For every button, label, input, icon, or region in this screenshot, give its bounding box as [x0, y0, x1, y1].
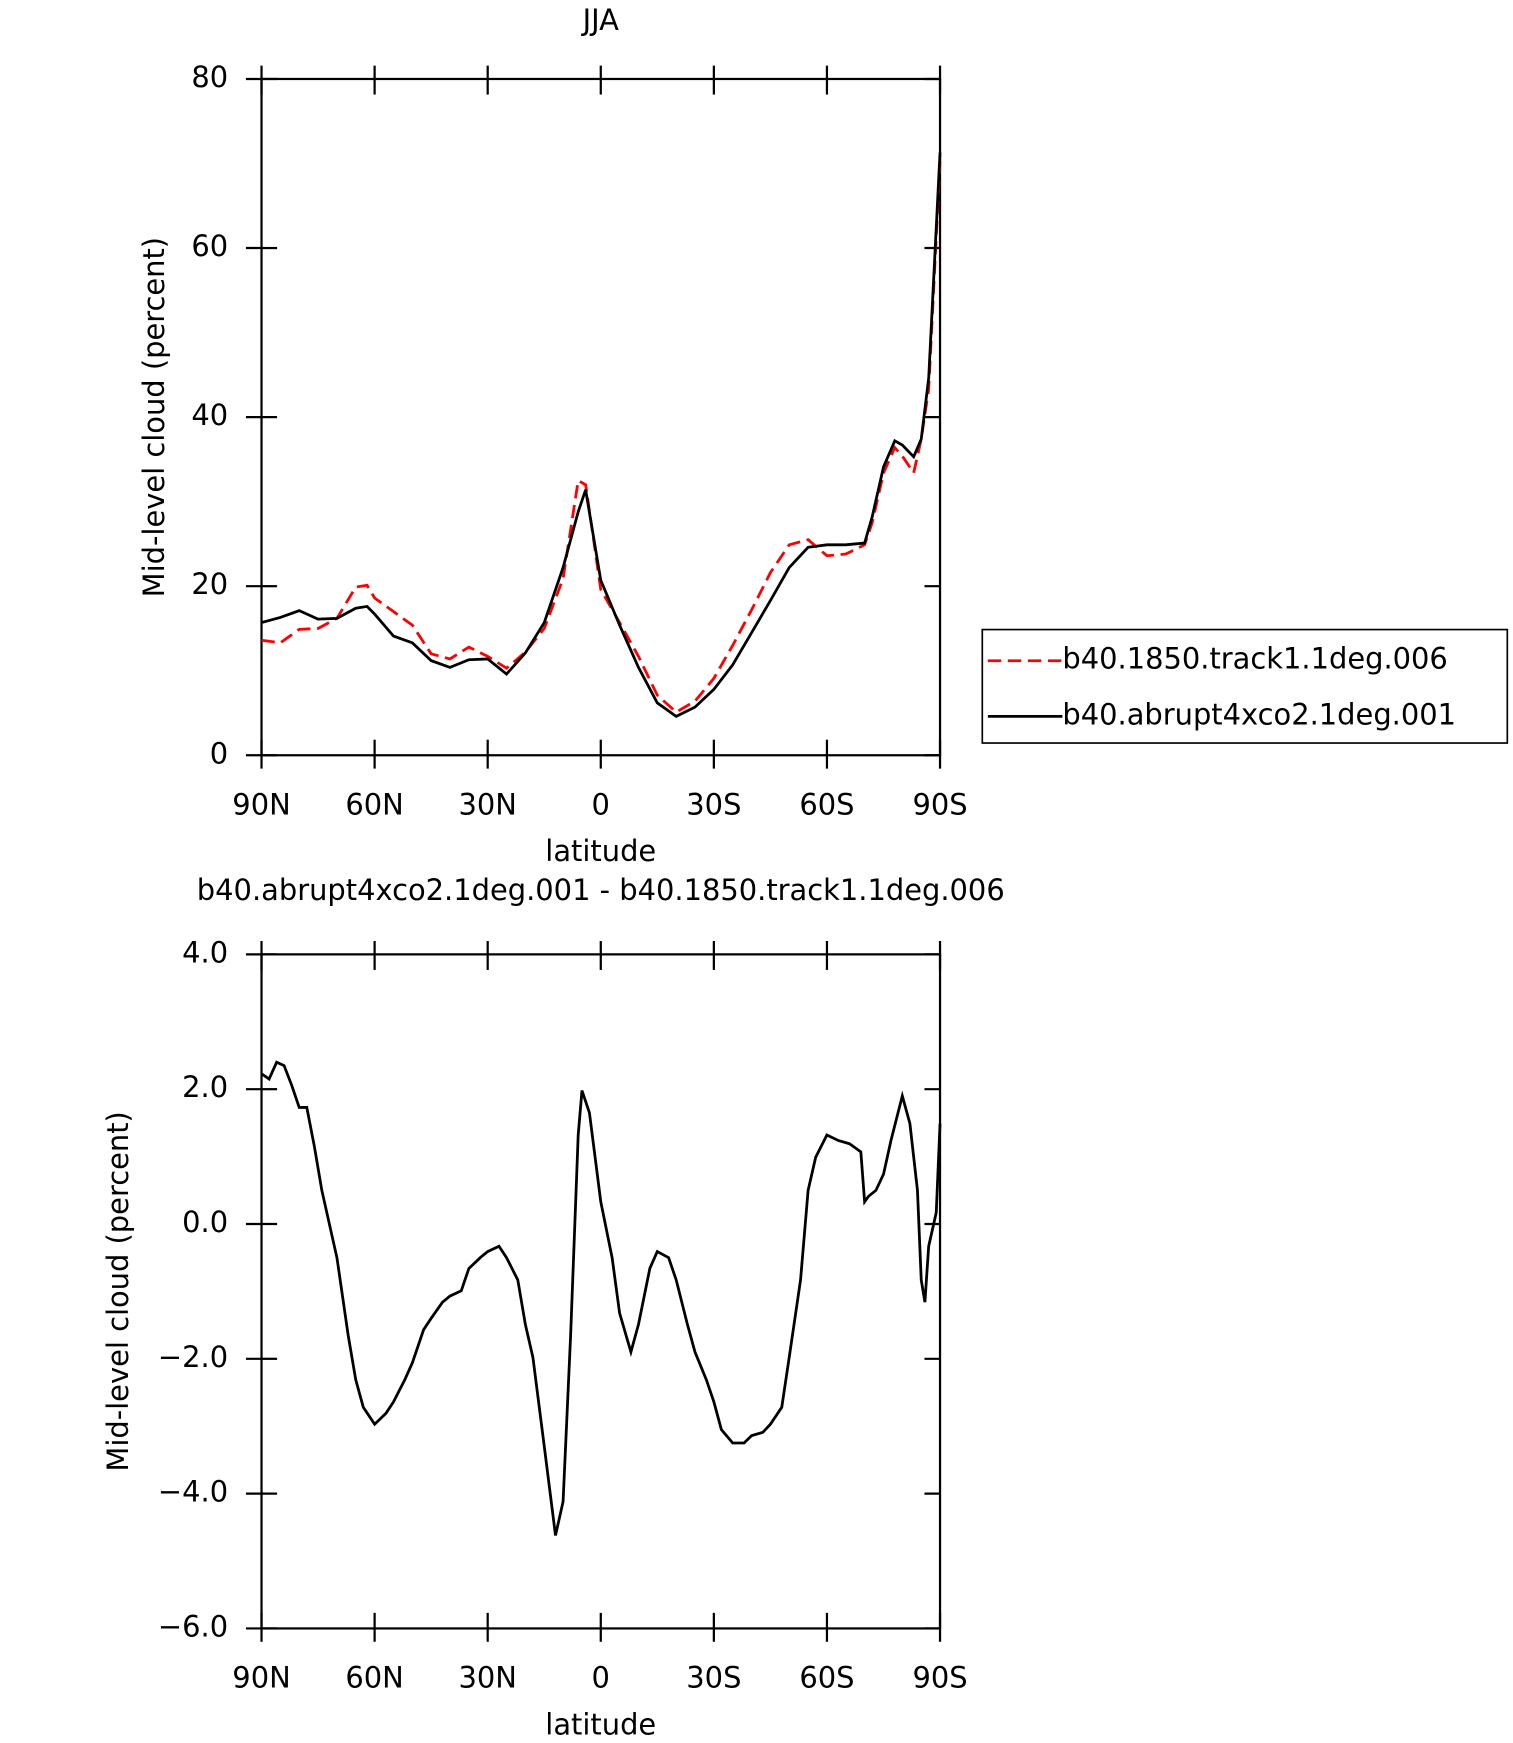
chart-title: b40.abrupt4xco2.1deg.001 - b40.1850.trac… — [197, 873, 1005, 907]
y-tick-label: 80 — [191, 60, 228, 94]
x-tick-label: 90S — [912, 787, 967, 821]
y-axis-label: Mid-level cloud (percent) — [137, 237, 171, 597]
y-tick-label: 20 — [191, 567, 228, 601]
x-tick-label: 30N — [458, 787, 516, 821]
x-tick-label: 60N — [345, 787, 403, 821]
x-tick-label: 30S — [686, 1661, 741, 1695]
legend-box — [981, 628, 1509, 744]
x-tick-label: 0 — [592, 787, 610, 821]
x-tick-label: 0 — [592, 1661, 610, 1695]
y-tick-label: −2.0 — [158, 1340, 228, 1374]
y-tick-label: 60 — [191, 229, 228, 263]
y-tick-label: −6.0 — [158, 1609, 228, 1643]
x-tick-label: 90N — [232, 787, 290, 821]
x-tick-label: 90N — [232, 1661, 290, 1695]
y-tick-label: 4.0 — [182, 935, 228, 969]
y-tick-label: 2.0 — [182, 1070, 228, 1104]
legend-label: b40.abrupt4xco2.1deg.001 — [1062, 697, 1456, 731]
x-tick-label: 90S — [912, 1661, 967, 1695]
chart-title: JJA — [581, 3, 620, 37]
data-line — [261, 160, 942, 714]
y-tick-label: 0.0 — [182, 1205, 228, 1239]
x-axis-label: latitude — [545, 1707, 656, 1741]
y-tick-label: 0 — [210, 736, 228, 770]
data-line — [260, 1060, 942, 1536]
plot-frame — [260, 77, 942, 757]
legend-label: b40.1850.track1.1deg.006 — [1062, 642, 1447, 676]
x-tick-label: 60N — [345, 1661, 403, 1695]
y-axis-label: Mid-level cloud (percent) — [101, 1111, 135, 1471]
y-tick-label: 40 — [191, 398, 228, 432]
y-tick-label: −4.0 — [158, 1475, 228, 1509]
x-tick-label: 30N — [458, 1661, 516, 1695]
x-tick-label: 60S — [799, 1661, 854, 1695]
data-line — [261, 152, 942, 718]
x-tick-label: 60S — [799, 787, 854, 821]
x-axis-label: latitude — [545, 834, 656, 868]
x-tick-label: 30S — [686, 787, 741, 821]
plot-frame — [260, 953, 942, 1630]
